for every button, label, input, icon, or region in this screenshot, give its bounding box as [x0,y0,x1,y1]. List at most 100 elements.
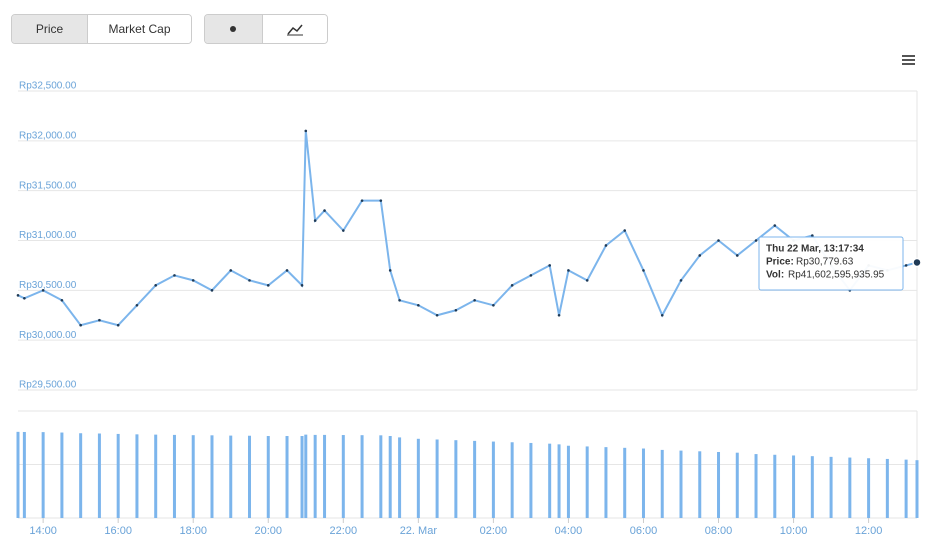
volume-bar [848,457,852,518]
volume-bar [548,443,552,518]
x-tick-label: 08:00 [705,525,733,537]
price-point [173,274,176,277]
volume-bar [154,434,158,518]
x-tick-label: 14:00 [29,525,57,537]
tooltip-title: Thu 22 Mar, 13:17:34 [766,244,864,255]
volume-bar [491,441,495,518]
volume-bar [41,432,45,518]
volume-bar [16,431,20,518]
volume-bar [313,434,317,518]
volume-bar [266,436,270,518]
volume-bar [915,460,919,518]
dot-icon [230,26,236,32]
volume-bar [904,459,908,518]
x-tick-label: 16:00 [104,525,132,537]
volume-bar [829,456,833,518]
volume-bar [304,434,308,518]
tooltip-box [758,236,904,291]
price-point [829,264,833,267]
y-tick-label: Rp32,000.00 [19,130,77,141]
tooltip: Thu 22 Mar, 13:17:34 Price: Rp30,779.63 Vol… [758,236,904,291]
tooltip-vol: Rp41,602,595,935.95 [788,270,885,281]
volume-bar [416,438,420,518]
volume-bar [360,435,364,518]
market-cap-button[interactable]: Market Cap [87,15,191,43]
price-point [754,239,758,242]
volume-bar [210,435,214,518]
price-point [304,129,308,133]
volume-bar [566,445,570,518]
price-point [435,313,439,317]
volume-bar [885,458,889,518]
volume-bar [454,440,458,518]
menu-icon[interactable] [902,55,915,65]
volume-bar [97,433,101,518]
price-point [792,239,795,242]
volume-bar [285,436,289,518]
volume-bar [323,434,327,518]
volume-bar [510,442,514,518]
tooltip-vol-label: Vol: [766,270,784,281]
price-point [679,279,683,282]
style-toggle [204,14,328,44]
price-point [454,308,458,312]
volume-bar [557,444,561,518]
price-point [154,284,158,287]
price-point [79,323,82,327]
volume-bar [473,440,477,518]
price-point [811,234,814,237]
y-tick-label: Rp30,000.00 [19,330,77,341]
volume-bar [398,437,402,518]
price-point [23,297,26,300]
price-point [473,299,476,302]
price-point [388,269,392,272]
volume-bar [810,456,814,518]
price-point [848,289,852,292]
tooltip-price-label: Price: [766,257,794,268]
volume-bar [229,435,233,518]
volume-bar [300,436,304,518]
price-point [548,264,551,267]
price-point [557,313,561,317]
price-point [492,303,495,307]
price-point [191,279,195,282]
price-point [60,299,64,302]
price-point [313,219,317,222]
volume-bar [172,434,176,518]
price-point [398,299,401,302]
volume-bar [735,452,739,518]
x-tick-label: 06:00 [630,525,658,537]
price-point [300,284,304,287]
price-point [604,244,608,247]
price-point [360,199,364,202]
line-button[interactable] [262,15,327,43]
volume-bar [698,451,702,518]
price-point [210,289,214,292]
price-point [773,224,777,227]
price-point [16,294,20,297]
x-tick-label: 22:00 [330,525,358,537]
dot-button[interactable] [205,15,262,43]
x-tick-label: 18:00 [179,525,207,537]
volume-bar [341,435,345,518]
tooltip-price: Rp30,779.63 [796,257,854,268]
volume-bar [435,439,439,518]
price-point [285,269,289,272]
volume-bar [585,446,589,518]
volume-bar [116,433,120,518]
price-point [735,254,739,257]
line-icon [287,24,303,36]
y-tick-label: Rp30,500.00 [19,280,77,291]
price-point [623,229,627,232]
volume-bar [623,447,627,518]
volume-bar [717,451,721,518]
price-line [17,130,918,327]
volume-bar [529,442,533,518]
price-point [417,303,420,307]
x-tick-label: 20:00 [254,525,282,537]
price-button[interactable]: Price [12,15,87,43]
price-point [510,284,514,287]
price-point [248,279,251,282]
price-point [529,274,533,277]
price-point [116,323,120,327]
